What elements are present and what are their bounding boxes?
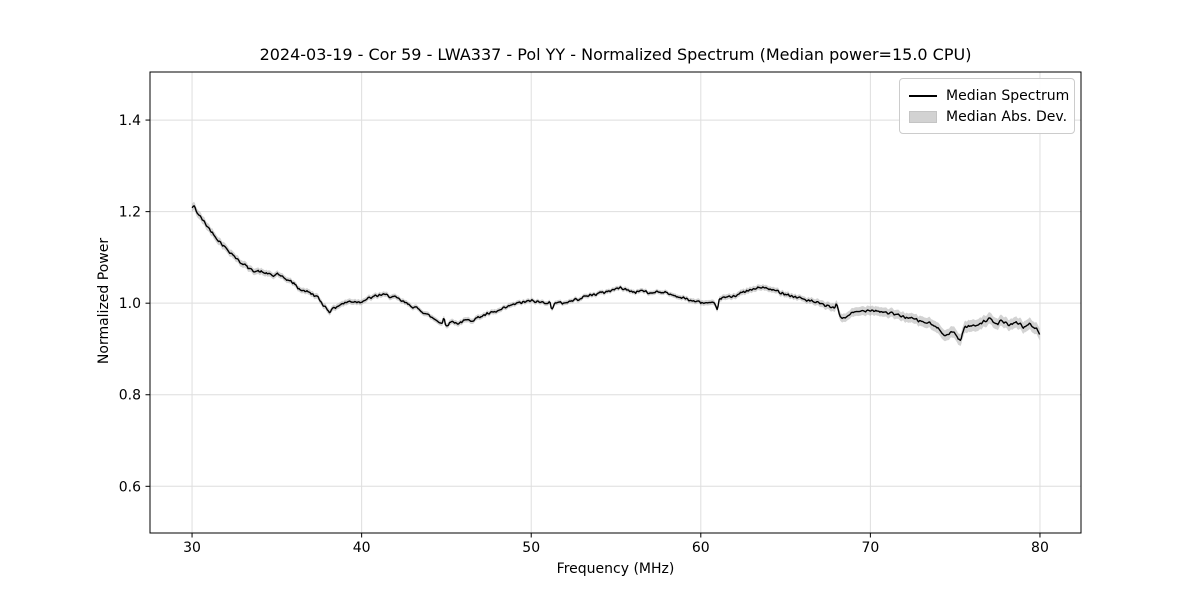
x-axis-label: Frequency (MHz)	[556, 561, 675, 577]
y-tick-label: 0.8	[119, 388, 141, 404]
legend: Median Spectrum Median Abs. Dev.	[899, 78, 1075, 134]
x-tick-label: 70	[861, 540, 879, 556]
legend-item-median-abs-dev: Median Abs. Dev.	[909, 106, 1068, 127]
gridlines	[150, 72, 1081, 533]
axis-ticks: 30 40 50 60 70 80 0.6 0.8 1.0 1.2 1.4	[119, 113, 1049, 556]
x-tick-label: 50	[522, 540, 540, 556]
axes-spines	[149, 71, 1082, 534]
y-tick-label: 1.4	[119, 113, 141, 129]
x-tick-label: 80	[1031, 540, 1049, 556]
line-swatch-icon	[909, 94, 937, 97]
x-tick-label: 30	[183, 540, 201, 556]
chart-title: 2024-03-19 - Cor 59 - LWA337 - Pol YY - …	[259, 45, 972, 64]
y-tick-label: 1.0	[119, 296, 141, 312]
y-tick-label: 1.2	[119, 205, 141, 221]
legend-label: Median Spectrum	[946, 87, 1070, 104]
y-axis-label: Normalized Power	[96, 237, 112, 365]
median-spectrum-line	[191, 205, 1041, 342]
x-tick-label: 60	[692, 540, 710, 556]
legend-item-median-spectrum: Median Spectrum	[909, 85, 1069, 106]
band-swatch-icon	[909, 110, 937, 123]
legend-label: Median Abs. Dev.	[946, 108, 1068, 125]
mad-band	[192, 201, 1040, 347]
y-tick-label: 0.6	[119, 479, 141, 495]
x-tick-label: 40	[353, 540, 371, 556]
